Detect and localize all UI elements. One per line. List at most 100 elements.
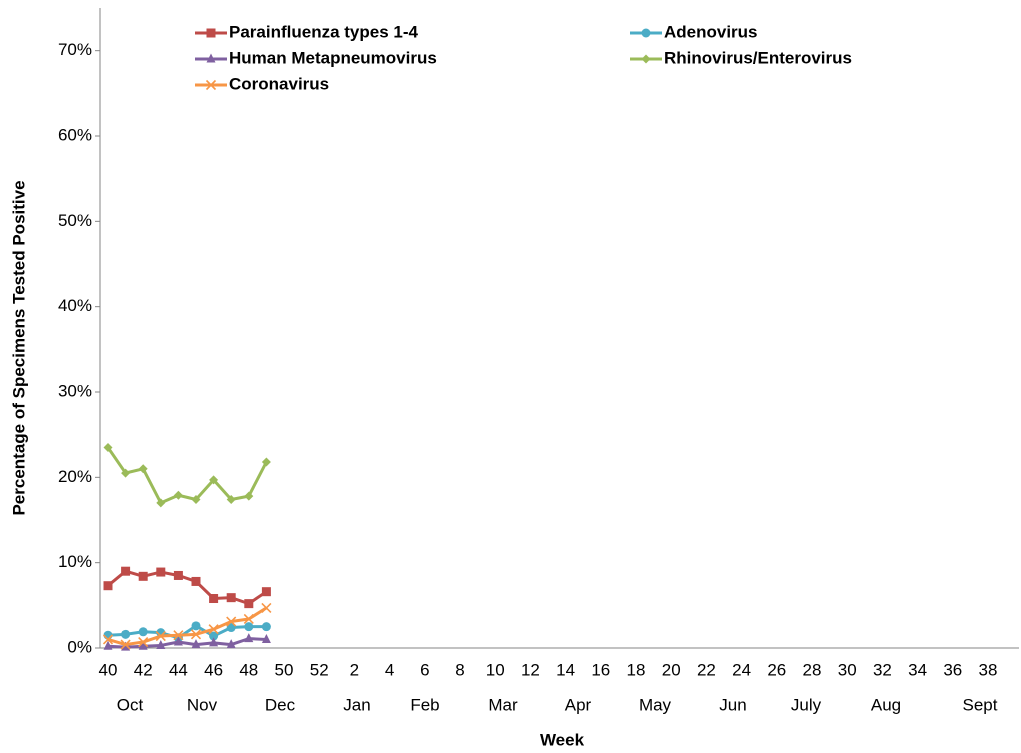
y-tick-label: 50% xyxy=(58,211,92,230)
data-point xyxy=(102,634,114,645)
data-point xyxy=(121,566,131,576)
legend-marker xyxy=(641,54,651,64)
legend-label: Coronavirus xyxy=(229,74,329,93)
y-tick-label: 10% xyxy=(58,552,92,571)
month-label: Feb xyxy=(410,695,439,714)
legend-item: Adenovirus xyxy=(630,22,758,41)
data-point xyxy=(156,639,166,649)
data-point xyxy=(261,622,271,632)
x-tick-label: 48 xyxy=(239,660,258,679)
legend-marker xyxy=(205,79,217,91)
data-point xyxy=(244,599,254,609)
data-point xyxy=(191,495,201,505)
x-tick-label: 10 xyxy=(486,660,505,679)
month-label: Jun xyxy=(719,695,746,714)
x-tick-label: 44 xyxy=(169,660,188,679)
month-label: Sept xyxy=(963,695,998,714)
legend-label: Adenovirus xyxy=(664,22,758,41)
x-tick-label: 52 xyxy=(310,660,329,679)
legend-item: Rhinovirus/Enterovirus xyxy=(630,48,852,67)
legend-marker xyxy=(641,28,651,38)
data-point xyxy=(244,633,254,643)
x-tick-label: 28 xyxy=(803,660,822,679)
legend-marker xyxy=(206,53,216,63)
data-point xyxy=(226,593,236,603)
data-point xyxy=(226,639,236,649)
data-point xyxy=(138,571,148,581)
data-point xyxy=(138,640,148,650)
x-tick-label: 6 xyxy=(420,660,429,679)
x-tick-label: 24 xyxy=(732,660,751,679)
data-point xyxy=(261,587,271,597)
x-tick-label: 46 xyxy=(204,660,223,679)
series-line xyxy=(106,446,268,505)
data-point xyxy=(226,623,236,633)
data-point xyxy=(138,464,148,474)
y-tick-label: 30% xyxy=(58,381,92,400)
x-tick-label: 34 xyxy=(908,660,927,679)
series-line xyxy=(107,637,267,649)
month-label: Oct xyxy=(117,695,144,714)
data-point xyxy=(155,630,166,642)
data-point xyxy=(209,475,219,485)
x-tick-label: 22 xyxy=(697,660,716,679)
data-point xyxy=(226,495,236,505)
data-point xyxy=(121,629,131,639)
y-tick-label: 70% xyxy=(58,40,92,59)
month-label: Aug xyxy=(871,695,901,714)
legend-item: Coronavirus xyxy=(195,74,329,93)
x-tick-label: 32 xyxy=(873,660,892,679)
x-tick-label: 2 xyxy=(350,660,359,679)
y-tick-label: 60% xyxy=(58,125,92,144)
x-tick-label: 26 xyxy=(767,660,786,679)
x-tick-label: 18 xyxy=(627,660,646,679)
data-point xyxy=(103,581,113,591)
month-label: Apr xyxy=(565,695,592,714)
data-point xyxy=(244,491,254,501)
x-tick-label: 20 xyxy=(662,660,681,679)
month-label: Mar xyxy=(488,695,518,714)
x-tick-label: 4 xyxy=(385,660,394,679)
data-point xyxy=(191,639,201,649)
series-line xyxy=(107,606,268,647)
data-point xyxy=(173,570,183,580)
x-tick-label: 38 xyxy=(979,660,998,679)
legend-item: Parainfluenza types 1-4 xyxy=(195,22,419,41)
data-point xyxy=(261,602,272,613)
data-point xyxy=(103,442,113,452)
month-label: Nov xyxy=(187,695,218,714)
y-axis-label: Percentage of Specimens Tested Positive xyxy=(9,180,28,515)
legend-marker xyxy=(206,28,216,38)
x-tick-label: 50 xyxy=(275,660,294,679)
month-label: Jan xyxy=(343,695,370,714)
data-point xyxy=(120,639,131,650)
data-point xyxy=(156,498,166,508)
y-tick-label: 0% xyxy=(67,637,92,656)
data-point xyxy=(191,576,201,586)
data-point xyxy=(209,594,219,604)
x-tick-label: 12 xyxy=(521,660,540,679)
series-line xyxy=(107,569,268,606)
data-point xyxy=(208,624,219,635)
x-tick-label: 30 xyxy=(838,660,857,679)
x-axis-label: Week xyxy=(540,730,585,749)
x-tick-label: 36 xyxy=(943,660,962,679)
data-point xyxy=(226,616,237,627)
legend-label: Human Metapneumovirus xyxy=(229,48,437,67)
data-point xyxy=(173,490,183,500)
legend-label: Rhinovirus/Enterovirus xyxy=(664,48,852,67)
y-tick-label: 20% xyxy=(58,467,92,486)
y-tick-label: 40% xyxy=(58,296,92,315)
data-point xyxy=(121,468,131,478)
data-point xyxy=(209,637,219,647)
series-line xyxy=(107,624,267,640)
month-label: Dec xyxy=(265,695,296,714)
x-tick-label: 14 xyxy=(556,660,575,679)
data-point xyxy=(244,622,254,632)
x-tick-label: 16 xyxy=(591,660,610,679)
legend-item: Human Metapneumovirus xyxy=(195,48,437,67)
data-point xyxy=(121,641,131,651)
data-point xyxy=(173,630,184,641)
data-point xyxy=(103,640,113,650)
